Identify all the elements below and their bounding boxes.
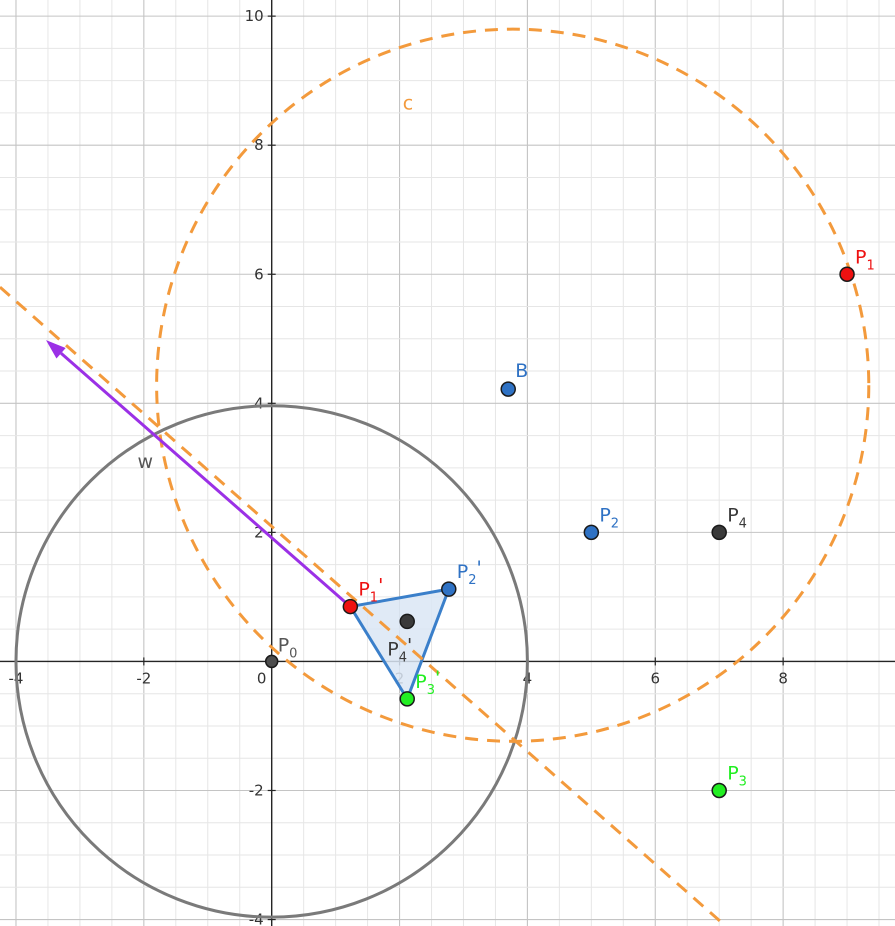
x-tick-label: -2 xyxy=(136,669,151,687)
point-label-letter: P xyxy=(415,671,426,693)
point-label-subscript: 3 xyxy=(739,774,747,789)
point-label-prime: ' xyxy=(407,634,412,656)
point-label-p2p: P2' xyxy=(457,557,482,588)
triangle-image xyxy=(348,587,451,701)
point-label-subscript: 3 xyxy=(427,683,435,698)
point-p1p xyxy=(342,598,359,615)
point-label-p4: P4 xyxy=(727,504,747,531)
vector-w xyxy=(60,352,352,608)
point-p4p xyxy=(399,613,415,630)
point-label-b: B xyxy=(515,360,528,382)
point-label-subscript: 0 xyxy=(289,646,297,661)
vector-arrowhead xyxy=(46,340,66,359)
point-label-letter: P xyxy=(855,246,866,268)
point-label-letter: P xyxy=(599,504,610,526)
point-p1 xyxy=(839,266,855,283)
circle-gray xyxy=(14,404,529,919)
point-label-p3p: P3' xyxy=(415,667,440,698)
point-label-subscript: 2 xyxy=(468,573,476,588)
point-label-subscript: 1 xyxy=(370,591,378,606)
point-label-letter: P xyxy=(457,561,468,583)
point-p3 xyxy=(711,782,727,799)
point-p3p xyxy=(399,691,415,707)
point-label-letter: P xyxy=(727,762,738,784)
shapes: cw xyxy=(0,27,871,926)
point-label-letter: B xyxy=(515,360,528,382)
y-tick-label: 10 xyxy=(245,7,264,25)
point-label-prime: ' xyxy=(477,557,482,579)
x-tick-label: 6 xyxy=(650,669,660,687)
point-label-prime: ' xyxy=(435,667,440,689)
y-tick-label: -4 xyxy=(249,911,264,926)
point-label-subscript: 2 xyxy=(611,516,619,531)
y-tick-label: 2 xyxy=(254,523,264,541)
y-tick-label: 8 xyxy=(254,136,264,154)
point-label-p1: P1 xyxy=(855,246,875,273)
y-tick-label: -2 xyxy=(249,781,264,799)
point-label-p1p: P1' xyxy=(358,575,383,606)
x-tick-label: 8 xyxy=(778,669,788,687)
y-tick-label: 6 xyxy=(254,265,264,283)
point-p0 xyxy=(264,654,279,669)
point-label-letter: P xyxy=(278,634,289,656)
vector-w-label: w xyxy=(137,451,153,473)
point-label-subscript: 4 xyxy=(739,516,747,531)
x-tick-label: 0 xyxy=(257,669,267,687)
point-label-p4p: P4' xyxy=(387,634,412,665)
circle-c xyxy=(155,27,871,743)
point-b xyxy=(500,381,516,397)
point-label-prime: ' xyxy=(378,575,383,597)
y-tick-label: 4 xyxy=(254,394,264,412)
point-p2 xyxy=(583,524,600,541)
point-p4 xyxy=(711,524,727,541)
dashed-line xyxy=(0,286,727,926)
point-label-letter: P xyxy=(387,638,398,660)
point-label-letter: P xyxy=(358,579,369,601)
circle-c-label: c xyxy=(403,93,413,115)
point-label-p3: P3 xyxy=(727,762,747,789)
point-label-p2: P2 xyxy=(599,504,619,531)
point-label-letter: P xyxy=(727,504,738,526)
point-p2p xyxy=(441,581,457,597)
point-label-subscript: 4 xyxy=(399,650,407,665)
point-label-subscript: 1 xyxy=(867,258,875,273)
point-label-p0: P0 xyxy=(278,634,298,661)
